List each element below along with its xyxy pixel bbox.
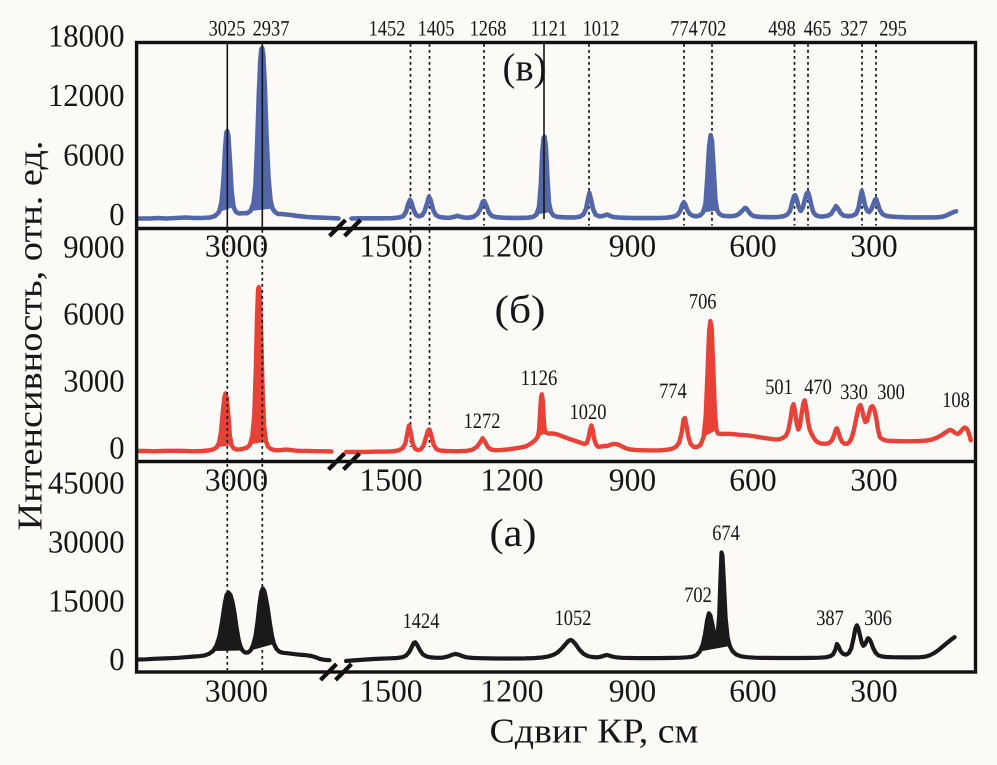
svg-text:306: 306 xyxy=(864,605,892,630)
svg-text:300: 300 xyxy=(877,379,905,404)
svg-text:774: 774 xyxy=(670,16,698,41)
svg-text:1500: 1500 xyxy=(359,462,422,498)
svg-text:30000: 30000 xyxy=(48,524,125,560)
svg-text:1272: 1272 xyxy=(464,408,501,433)
svg-text:Интенсивность, отн. ед.: Интенсивность, отн. ед. xyxy=(11,141,50,531)
svg-text:1500: 1500 xyxy=(359,673,422,709)
svg-text:702: 702 xyxy=(684,582,712,607)
svg-text:600: 600 xyxy=(729,228,776,264)
svg-text:470: 470 xyxy=(804,374,832,399)
svg-text:330: 330 xyxy=(840,379,868,404)
svg-text:1200: 1200 xyxy=(480,228,543,264)
svg-text:18000: 18000 xyxy=(48,18,125,54)
svg-text:1121: 1121 xyxy=(531,16,568,41)
svg-text:3000: 3000 xyxy=(205,228,268,264)
svg-text:(в): (в) xyxy=(503,46,547,90)
svg-text:702: 702 xyxy=(699,16,727,41)
svg-text:0: 0 xyxy=(109,430,124,466)
svg-text:3000: 3000 xyxy=(205,462,268,498)
svg-text:1020: 1020 xyxy=(570,399,607,424)
svg-text:674: 674 xyxy=(712,520,740,545)
svg-text:498: 498 xyxy=(768,16,796,41)
svg-text:1268: 1268 xyxy=(470,16,507,41)
svg-text:1452: 1452 xyxy=(369,16,406,41)
svg-text:45000: 45000 xyxy=(48,465,125,501)
svg-text:0: 0 xyxy=(109,641,124,677)
svg-text:Сдвиг КР, см: Сдвиг КР, см xyxy=(490,712,699,751)
svg-text:327: 327 xyxy=(840,16,868,41)
svg-text:3025: 3025 xyxy=(209,16,246,41)
svg-text:1126: 1126 xyxy=(521,365,558,390)
svg-text:0: 0 xyxy=(109,196,124,232)
svg-text:1200: 1200 xyxy=(480,462,543,498)
svg-text:900: 900 xyxy=(609,462,656,498)
svg-text:1052: 1052 xyxy=(555,605,592,630)
svg-text:(б): (б) xyxy=(495,288,546,332)
svg-text:6000: 6000 xyxy=(63,296,124,332)
svg-text:300: 300 xyxy=(850,673,897,709)
svg-text:600: 600 xyxy=(729,673,776,709)
svg-text:6000: 6000 xyxy=(63,137,124,173)
svg-text:300: 300 xyxy=(850,462,897,498)
svg-text:1012: 1012 xyxy=(583,16,620,41)
svg-text:501: 501 xyxy=(765,374,793,399)
svg-text:387: 387 xyxy=(816,605,844,630)
svg-text:300: 300 xyxy=(850,228,897,264)
svg-text:706: 706 xyxy=(689,289,717,314)
svg-text:12000: 12000 xyxy=(48,77,125,113)
svg-text:295: 295 xyxy=(879,16,907,41)
svg-text:774: 774 xyxy=(659,378,687,403)
svg-text:900: 900 xyxy=(609,673,656,709)
svg-text:1424: 1424 xyxy=(403,608,440,633)
svg-text:(а): (а) xyxy=(490,511,537,555)
svg-text:108: 108 xyxy=(942,387,970,412)
svg-text:1200: 1200 xyxy=(480,673,543,709)
svg-text:3000: 3000 xyxy=(63,363,124,399)
svg-text:1500: 1500 xyxy=(359,228,422,264)
svg-text:3000: 3000 xyxy=(205,673,268,709)
svg-text:600: 600 xyxy=(729,462,776,498)
svg-text:1405: 1405 xyxy=(418,16,455,41)
svg-text:15000: 15000 xyxy=(48,583,125,619)
svg-text:465: 465 xyxy=(804,16,832,41)
svg-text:9000: 9000 xyxy=(63,229,124,265)
svg-text:2937: 2937 xyxy=(253,16,290,41)
svg-text:900: 900 xyxy=(609,228,656,264)
